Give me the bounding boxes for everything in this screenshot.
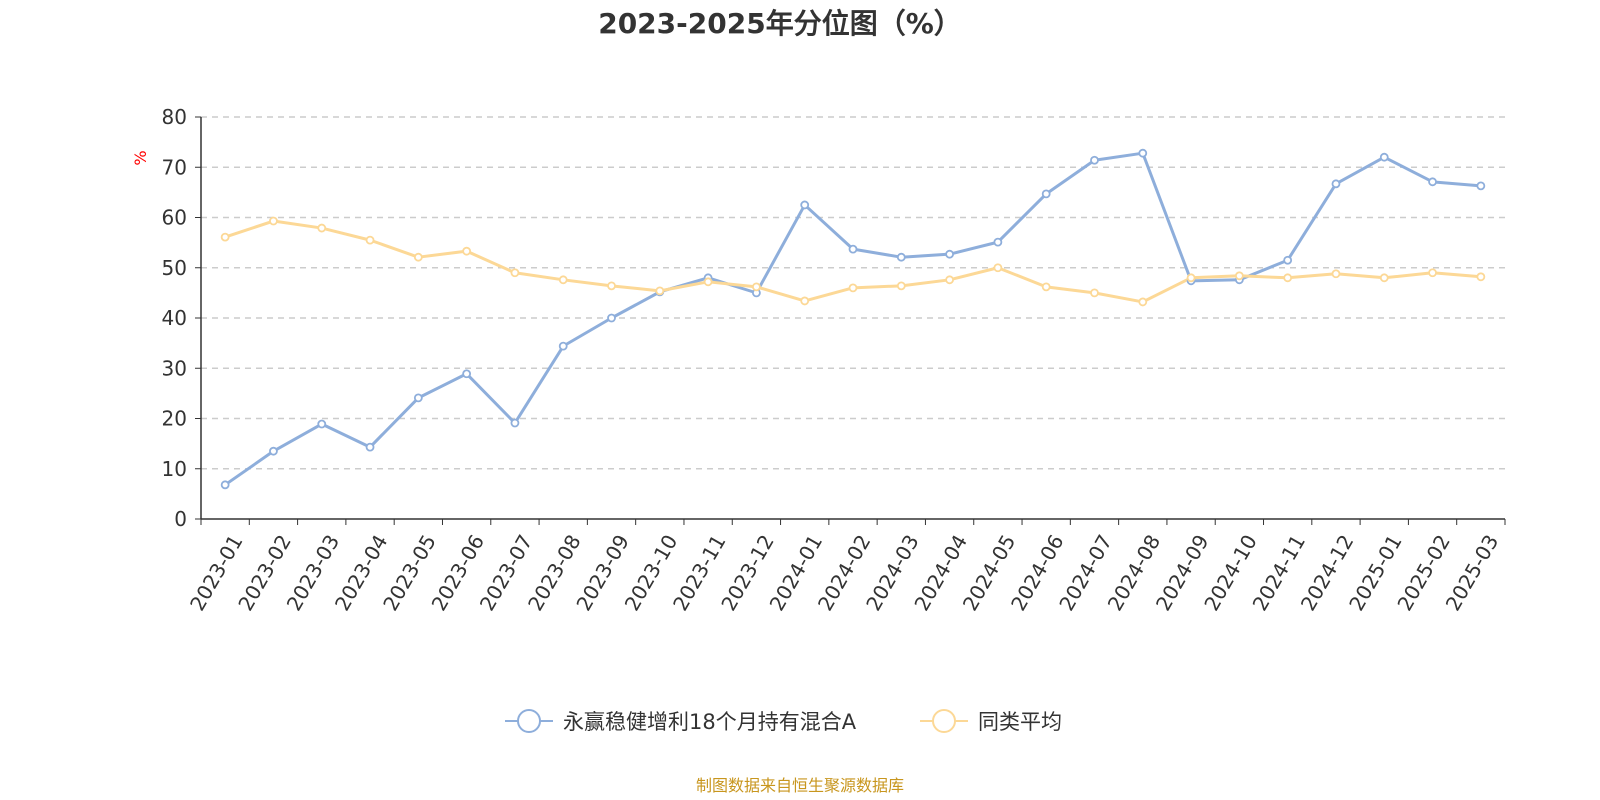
data-point — [993, 237, 1003, 247]
source-footer: 制图数据来自恒生聚源数据库 — [696, 776, 904, 795]
y-tick-label: 10 — [162, 457, 187, 481]
data-point — [1331, 179, 1341, 189]
data-point — [1041, 282, 1051, 292]
y-tick-label: 40 — [162, 306, 187, 330]
y-tick-label: 60 — [162, 206, 187, 230]
data-point — [607, 313, 616, 323]
data-point — [896, 252, 906, 262]
data-point — [993, 263, 1003, 273]
data-point — [800, 296, 810, 306]
data-point — [462, 246, 472, 256]
data-point — [752, 282, 761, 292]
data-point — [1476, 272, 1486, 282]
data-point — [510, 418, 520, 428]
data-point — [462, 369, 472, 379]
series-line-0 — [224, 151, 1481, 487]
data-point — [703, 277, 713, 287]
data-point — [800, 200, 810, 210]
data-point — [558, 341, 568, 351]
data-point — [1476, 181, 1486, 191]
data-point — [655, 286, 665, 296]
data-point — [220, 232, 230, 242]
data-point — [317, 419, 327, 429]
data-point — [607, 281, 616, 291]
y-tick-label: 20 — [162, 407, 187, 431]
data-point — [1283, 273, 1293, 283]
data-point — [413, 393, 423, 403]
data-point — [1428, 177, 1437, 187]
data-point — [220, 480, 230, 490]
data-point — [1041, 189, 1051, 199]
legend-circle-icon — [932, 709, 956, 733]
data-point — [365, 442, 375, 452]
data-point — [848, 244, 858, 254]
data-point — [945, 249, 954, 259]
data-point — [896, 281, 906, 291]
data-point — [1138, 148, 1148, 158]
data-point — [1090, 155, 1099, 165]
y-tick-label: 80 — [162, 105, 187, 129]
data-point — [413, 252, 423, 262]
y-tick-label: 0 — [174, 507, 187, 531]
data-point — [558, 275, 568, 285]
legend-label: 同类平均 — [978, 710, 1062, 734]
legend-circle-icon — [517, 709, 541, 733]
legend-item-1[interactable]: 同类平均 — [920, 709, 1062, 734]
data-point — [269, 446, 278, 456]
y-tick-label: 50 — [162, 256, 187, 280]
data-point — [1283, 255, 1293, 265]
data-point — [269, 216, 278, 226]
data-point — [1379, 273, 1389, 283]
data-point — [1379, 152, 1389, 162]
data-point — [1234, 271, 1244, 281]
legend-label: 永赢稳健增利18个月持有混合A — [563, 710, 857, 734]
data-point — [1331, 269, 1341, 279]
data-point — [317, 223, 327, 233]
y-tick-label: 30 — [162, 356, 187, 380]
data-point — [1186, 273, 1196, 283]
data-point — [848, 283, 858, 293]
data-point — [1428, 268, 1437, 278]
data-point — [365, 235, 375, 245]
chart-title: 2023-2025年分位图（%） — [598, 7, 962, 40]
data-point — [945, 275, 954, 285]
data-point — [510, 268, 520, 278]
legend-item-0[interactable]: 永赢稳健增利18个月持有混合A — [505, 709, 857, 734]
y-axis-label: % — [131, 150, 150, 165]
y-tick-label: 70 — [162, 155, 187, 179]
data-point — [1090, 288, 1099, 298]
data-point — [1138, 297, 1148, 307]
